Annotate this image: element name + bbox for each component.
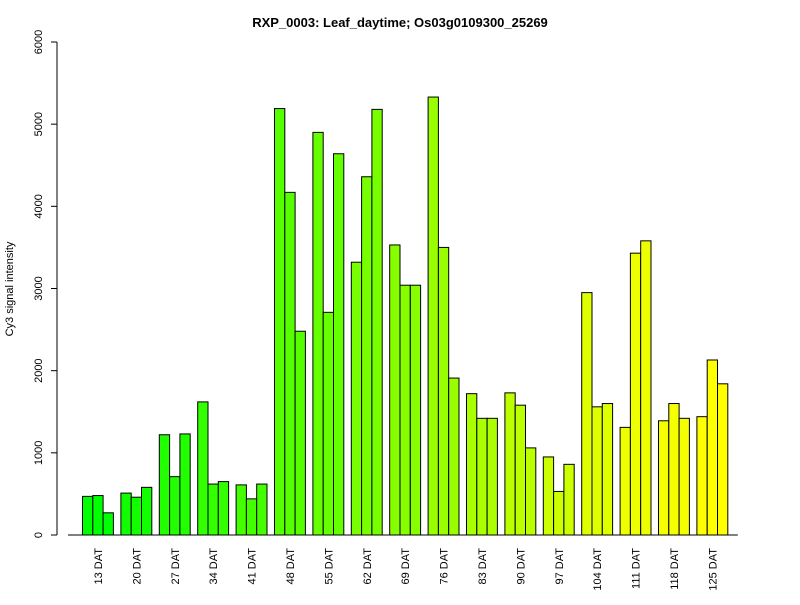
bar (542, 456, 555, 536)
bar (284, 191, 296, 536)
bar (563, 463, 575, 536)
x-category-label: 55 DAT (323, 548, 335, 585)
y-axis-label: Cy3 signal intensity (4, 241, 16, 336)
bar (409, 284, 422, 536)
x-category-label: 76 DAT (439, 548, 451, 585)
bar (312, 131, 324, 536)
bar (274, 108, 286, 536)
bar (179, 433, 191, 536)
bar (158, 434, 171, 536)
x-category-label: 13 DAT (93, 548, 105, 585)
bars-group (82, 96, 729, 536)
bar (235, 484, 247, 536)
bar (141, 486, 153, 536)
bar (207, 483, 219, 536)
bar (448, 377, 460, 536)
x-category-label: 111 DAT (631, 548, 643, 589)
chart-title: RXP_0003: Leaf_daytime; Os03g0109300_252… (252, 15, 548, 30)
y-tick-label: 1000 (33, 441, 45, 465)
bar (427, 96, 439, 536)
bar (92, 495, 104, 536)
x-category-label: 118 DAT (669, 548, 681, 590)
bar (120, 492, 132, 536)
category-labels: 13 DAT 20 DAT 27 DAT 34 DAT 41 DAT 48 DAT 55 D… (93, 548, 719, 591)
bar (389, 244, 401, 536)
x-category-label: 27 DAT (170, 548, 182, 585)
bar (169, 476, 181, 536)
x-category-label: 90 DAT (515, 548, 527, 585)
x-category-label: 104 DAT (592, 548, 604, 591)
y-tick-label: 3000 (33, 276, 45, 300)
bar (706, 359, 719, 536)
y-tick-label: 0 (33, 532, 45, 538)
bar (294, 330, 306, 536)
bar (466, 393, 478, 536)
x-category-label: 41 DAT (247, 548, 259, 585)
bar (197, 401, 209, 536)
y-axis: 0 1000 2000 3000 4000 5000 6000 (33, 30, 58, 538)
bar (629, 252, 642, 536)
bar (504, 392, 516, 536)
y-tick-label: 5000 (33, 112, 45, 136)
bar (102, 512, 114, 536)
bar (476, 417, 488, 536)
bar (256, 483, 268, 536)
bar (361, 176, 373, 536)
bar (619, 426, 631, 536)
bar (333, 153, 345, 536)
bar (371, 108, 383, 536)
bar (486, 417, 498, 536)
x-category-label: 48 DAT (285, 548, 297, 585)
bar (399, 284, 411, 536)
bar (658, 420, 670, 536)
bar (130, 496, 142, 536)
x-category-label: 97 DAT (554, 548, 566, 585)
bar (82, 495, 94, 536)
bar (668, 403, 680, 536)
bar (322, 311, 335, 536)
bar (437, 246, 450, 536)
y-tick-label: 2000 (33, 358, 45, 382)
x-category-label: 83 DAT (477, 548, 489, 585)
x-category-label: 62 DAT (362, 548, 374, 585)
bar (640, 240, 652, 536)
bar (678, 417, 690, 536)
bar (601, 403, 614, 536)
bar (525, 447, 537, 536)
y-tick-label: 4000 (33, 194, 45, 218)
x-category-label: 125 DAT (707, 548, 719, 591)
bar (696, 416, 708, 536)
bar (245, 498, 258, 536)
bar (717, 383, 729, 536)
bar (350, 261, 363, 536)
bar (581, 292, 593, 536)
bar (553, 490, 565, 536)
y-tick-label: 6000 (33, 30, 45, 54)
x-category-label: 69 DAT (400, 548, 412, 585)
x-category-label: 20 DAT (131, 548, 143, 585)
bar (217, 481, 230, 536)
x-category-label: 34 DAT (208, 548, 220, 585)
bar (591, 406, 603, 536)
bar (514, 404, 527, 536)
